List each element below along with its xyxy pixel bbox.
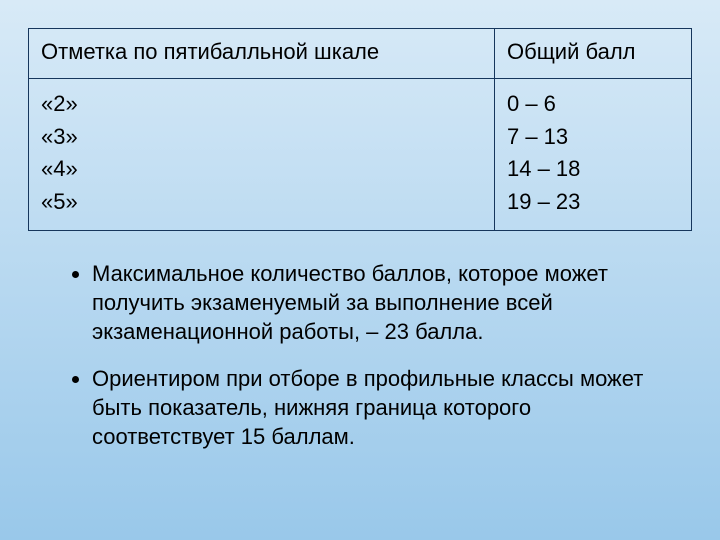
header-grade-scale: Отметка по пятибалльной шкале [29,29,495,79]
grade-value: «4» [41,154,482,185]
score-range: 14 – 18 [507,154,679,185]
table-data-row: «2» «3» «4» «5» 0 – 6 7 – 13 14 – 18 19 … [29,78,692,230]
score-range: 19 – 23 [507,187,679,218]
score-range: 7 – 13 [507,122,679,153]
grade-value: «5» [41,187,482,218]
note-max-score: Максимальное количество баллов, которое … [92,259,692,346]
notes-list: Максимальное количество баллов, которое … [28,259,692,451]
grade-value: «3» [41,122,482,153]
cell-ranges: 0 – 6 7 – 13 14 – 18 19 – 23 [494,78,691,230]
table-header-row: Отметка по пятибалльной шкале Общий балл [29,29,692,79]
grade-value: «2» [41,89,482,120]
note-profile-threshold: Ориентиром при отборе в профильные класс… [92,364,692,451]
cell-grades: «2» «3» «4» «5» [29,78,495,230]
header-total-score: Общий балл [494,29,691,79]
score-range: 0 – 6 [507,89,679,120]
grade-conversion-table: Отметка по пятибалльной шкале Общий балл… [28,28,692,231]
